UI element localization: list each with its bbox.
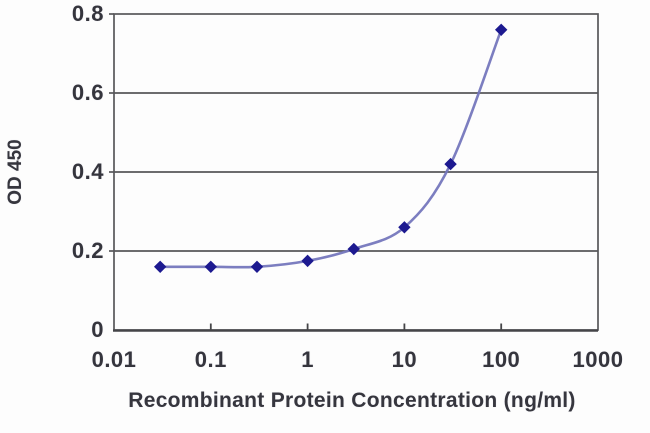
series-curve — [158, 28, 503, 269]
y-axis-title: OD 450 — [5, 139, 26, 205]
y-tick-label: 0 — [91, 317, 104, 342]
x-tick-label: 0.1 — [194, 347, 227, 372]
x-tick-label: 1 — [301, 347, 314, 372]
data-point-marker — [250, 260, 264, 274]
x-tick-label: 100 — [482, 347, 521, 372]
x-tick-label: 10 — [391, 347, 418, 372]
data-point-marker — [398, 221, 411, 234]
data-point-marker — [153, 260, 167, 274]
x-tick-label: 1000 — [572, 347, 624, 372]
y-tick-label: 0.2 — [71, 238, 104, 263]
y-tick-label: 0.8 — [71, 1, 104, 26]
data-point-marker — [494, 23, 508, 37]
x-axis-title: Recombinant Protein Concentration (ng/ml… — [128, 389, 576, 412]
data-point-marker — [301, 254, 314, 268]
y-tick-label: 0.4 — [71, 159, 104, 184]
x-tick-label: 0.01 — [91, 347, 137, 372]
y-tick-label: 0.6 — [71, 80, 104, 105]
data-point-marker — [444, 157, 457, 171]
data-point-marker — [347, 242, 360, 256]
data-point-marker — [204, 260, 218, 274]
